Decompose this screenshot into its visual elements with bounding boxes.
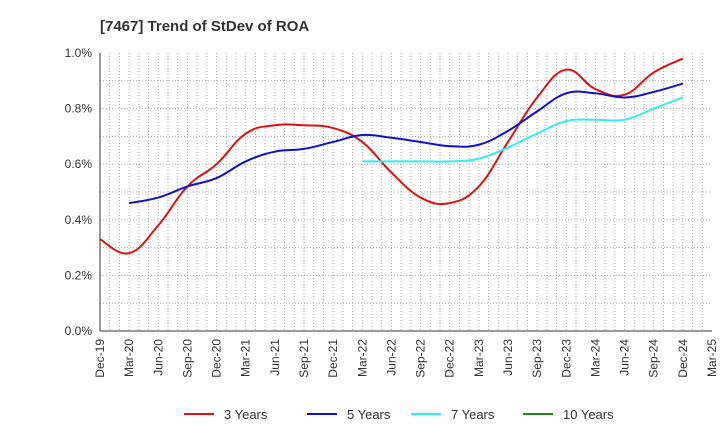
- legend: 3 Years 5 Years 7 Years 10 Years: [184, 407, 614, 422]
- x-tick-label: Jun-23: [501, 339, 515, 376]
- x-tick-label: Dec-21: [326, 339, 340, 378]
- x-tick-label: Mar-23: [472, 339, 486, 377]
- chart-title: [7467] Trend of StDev of ROA: [100, 18, 309, 35]
- y-tick-label: 0.4%: [65, 213, 93, 227]
- series-lines: [99, 57, 684, 255]
- y-tick-label: 1.0%: [65, 46, 93, 60]
- y-tick-label: 0.8%: [65, 102, 93, 116]
- x-tick-labels: Dec-19 Mar-20 Jun-20 Sep-20 Dec-20 Mar-21 Jun-…: [93, 339, 719, 378]
- x-tick-label: Dec-20: [210, 339, 224, 378]
- x-tick-label: Sep-24: [647, 339, 661, 378]
- axes: [99, 53, 712, 332]
- x-tick-label: Sep-22: [414, 339, 428, 378]
- series-line-5-years: [128, 82, 684, 205]
- x-tick-label: Mar-25: [705, 339, 719, 377]
- x-tick-label: Mar-24: [588, 339, 602, 377]
- x-tick-label: Mar-22: [355, 339, 369, 377]
- x-tick-label: Sep-23: [530, 339, 544, 378]
- legend-label-5-years: 5 Years: [347, 407, 391, 422]
- gridlines: [100, 53, 712, 331]
- legend-label-3-years: 3 Years: [224, 407, 268, 422]
- x-tick-label: Sep-21: [297, 339, 311, 378]
- y-tick-label: 0.6%: [65, 157, 93, 171]
- x-tick-label: Mar-20: [122, 339, 136, 377]
- y-tick-label: 0.2%: [65, 268, 93, 282]
- legend-label-10-years: 10 Years: [563, 407, 614, 422]
- x-tick-label: Dec-19: [93, 339, 107, 378]
- x-tick-label: Jun-24: [618, 339, 632, 376]
- x-tick-label: Sep-20: [180, 339, 194, 378]
- x-tick-label: Dec-24: [676, 339, 690, 378]
- y-tick-label: 0.0%: [65, 324, 93, 338]
- x-tick-label: Jun-20: [151, 339, 165, 376]
- series-line-7-years: [362, 96, 684, 163]
- x-tick-label: Dec-23: [559, 339, 573, 378]
- x-tick-label: Mar-21: [239, 339, 253, 377]
- x-tick-label: Jun-21: [268, 339, 282, 376]
- x-tick-label: Dec-22: [443, 339, 457, 378]
- x-tick-label: Jun-22: [384, 339, 398, 376]
- y-tick-labels: 0.0% 0.2% 0.4% 0.6% 0.8% 1.0%: [65, 46, 93, 338]
- legend-label-7-years: 7 Years: [451, 407, 495, 422]
- series-line-3-years: [99, 57, 684, 255]
